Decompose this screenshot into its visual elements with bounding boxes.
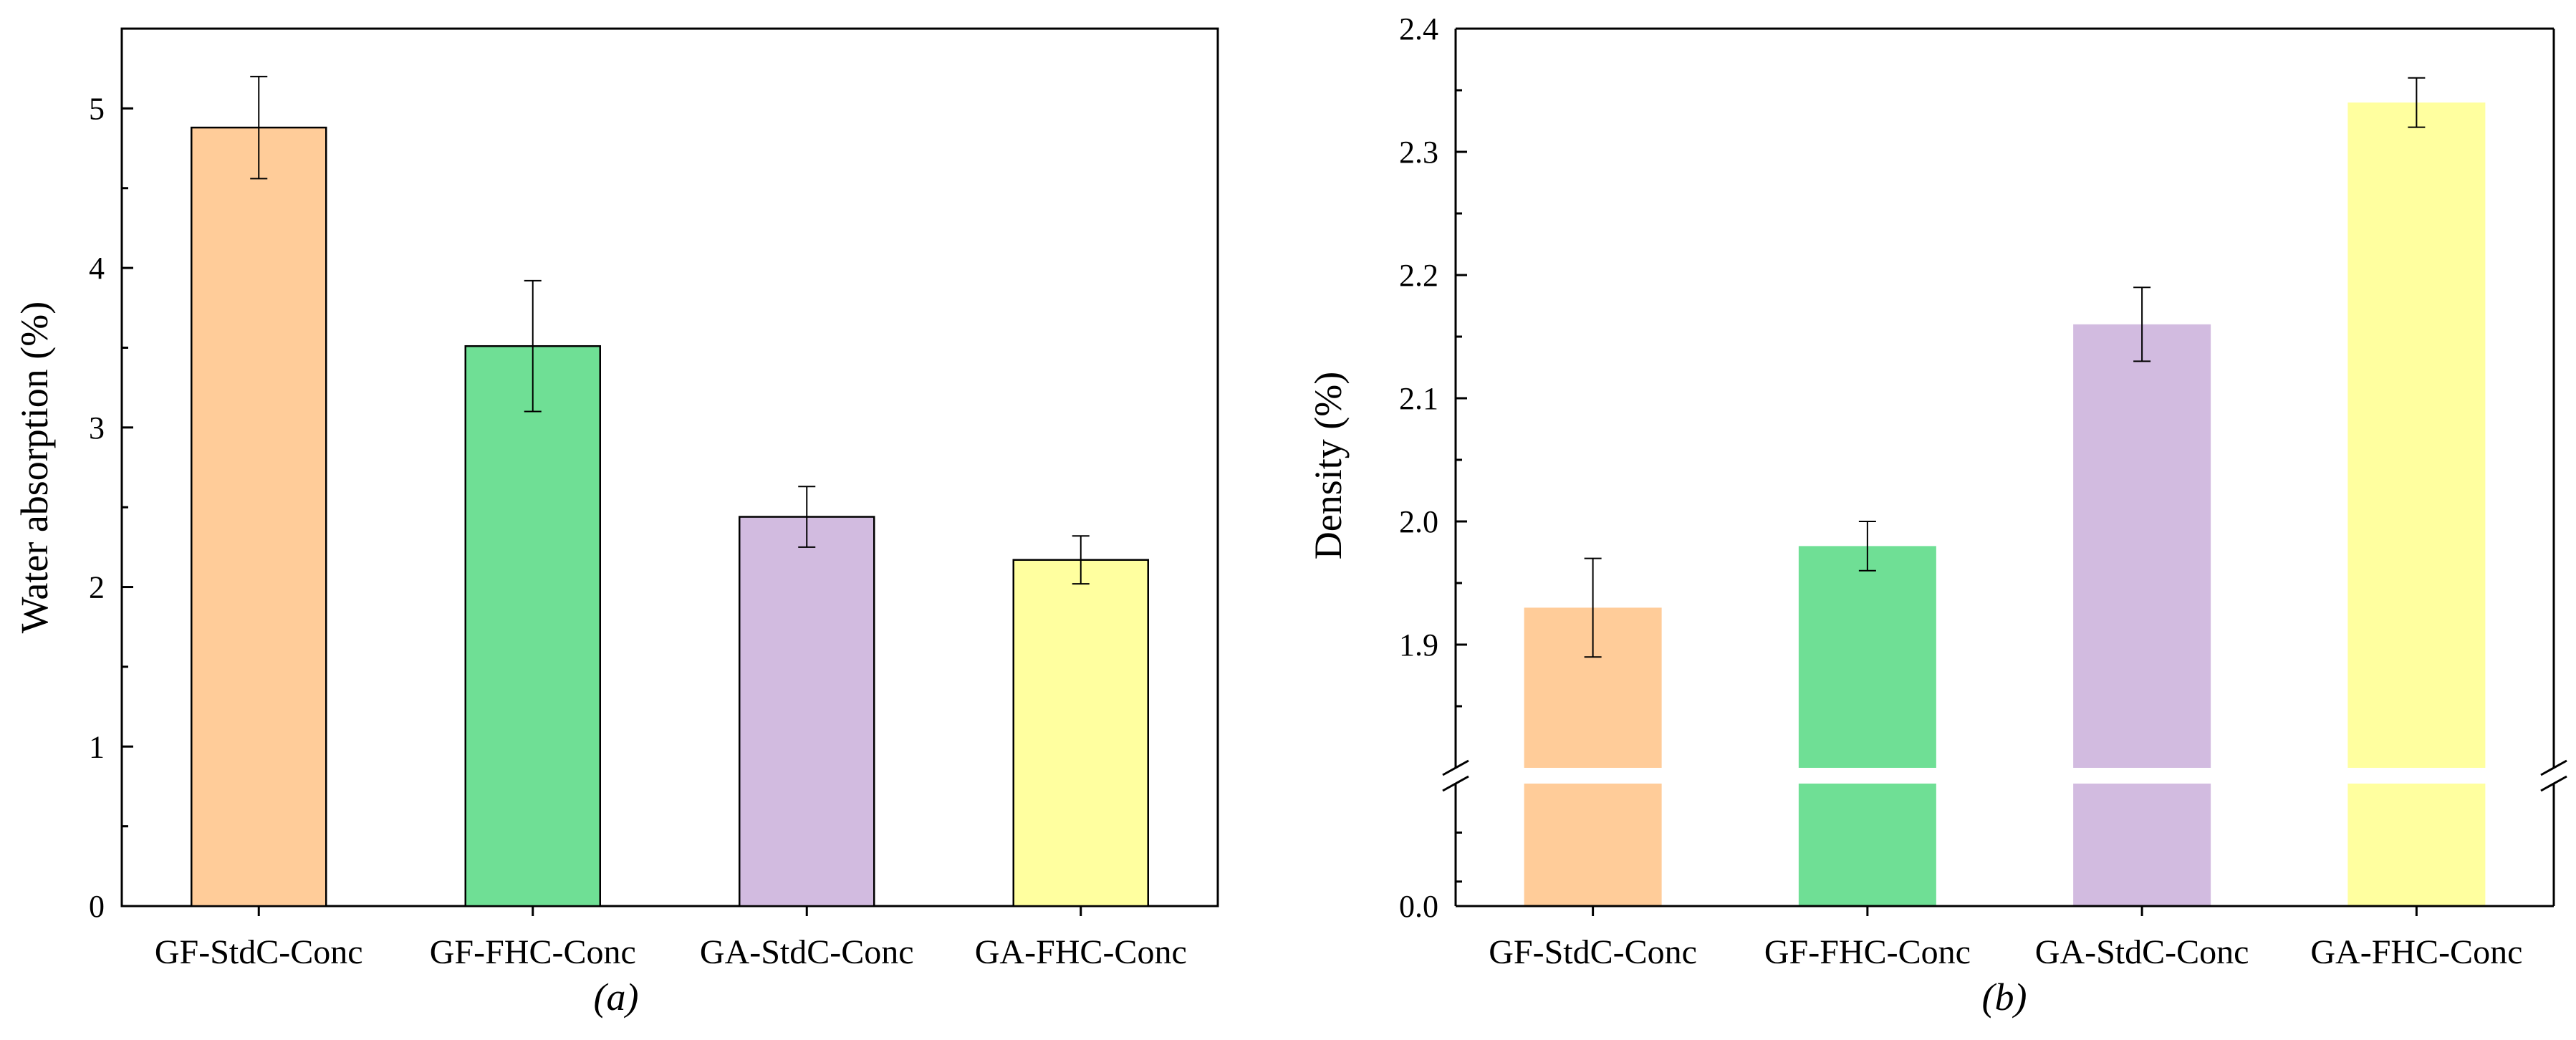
y-tick-label: 2.4	[1399, 11, 1438, 47]
break-mark-left	[1442, 775, 1469, 792]
plot-frame	[120, 27, 1219, 907]
panel-b-label: (b)	[1982, 976, 2027, 1019]
bar-lower-gf-stdc-conc	[1524, 784, 1662, 906]
x-tick-label: GF-FHC-Conc	[1764, 933, 1971, 971]
panel-b-density: GF-StdC-Conc GF-FHC-Conc GA-StdC-Conc GA-FH…	[1307, 11, 2567, 971]
y-tick-label: 2.0	[1399, 504, 1438, 539]
break-mark-right	[2540, 759, 2567, 776]
y-axis-title: Density (%)	[1307, 372, 1350, 559]
y-tick-label: 3	[89, 410, 105, 446]
y-axis-title: Water absorption (%)	[13, 302, 56, 633]
bar-ga-stdc-conc	[739, 516, 875, 907]
bar-lower-ga-fhc-conc	[2347, 784, 2486, 906]
y-tick-label: 0	[89, 889, 105, 924]
y-tick-label: 2.2	[1399, 258, 1438, 293]
x-tick-label: GF-StdC-Conc	[155, 933, 363, 971]
x-tick-label: GA-FHC-Conc	[2310, 933, 2522, 971]
y-tick-label: 0.0	[1399, 889, 1438, 924]
x-tick-label: GF-FHC-Conc	[430, 933, 636, 971]
bar-upper-gf-fhc-conc	[1798, 546, 1936, 768]
bar-lower-ga-stdc-conc	[2073, 784, 2211, 906]
bar-upper-ga-fhc-conc	[2347, 102, 2486, 768]
x-tick-label: GA-StdC-Conc	[2035, 933, 2249, 971]
y-tick-label: 2.3	[1399, 135, 1438, 170]
panel-a-water-absorption: 0 1 2 3 4 5 GF-StdC-Conc GF-FHC-Conc GA-StdC-Con…	[13, 27, 1219, 971]
x-tick-label: GF-StdC-Conc	[1489, 933, 1697, 971]
y-tick-label: 4	[89, 251, 105, 286]
panel-a-label: (a)	[594, 976, 639, 1019]
y-tick-label: 1	[89, 729, 105, 764]
y-tick-label: 2	[89, 570, 105, 605]
y-tick-label: 2.1	[1399, 381, 1438, 416]
break-mark-left	[1442, 759, 1469, 776]
x-tick-label: GA-StdC-Conc	[700, 933, 914, 971]
break-mark-right	[2540, 775, 2567, 792]
y-tick-label: 5	[89, 91, 105, 126]
y-tick-label: 1.9	[1399, 627, 1438, 663]
bar-lower-gf-fhc-conc	[1798, 784, 1936, 906]
bar-upper-ga-stdc-conc	[2073, 324, 2211, 768]
bar-gf-stdc-conc	[191, 126, 327, 907]
x-tick-label: GA-FHC-Conc	[975, 933, 1187, 971]
bar-ga-fhc-conc	[1012, 559, 1149, 907]
bar-gf-fhc-conc	[464, 345, 601, 907]
